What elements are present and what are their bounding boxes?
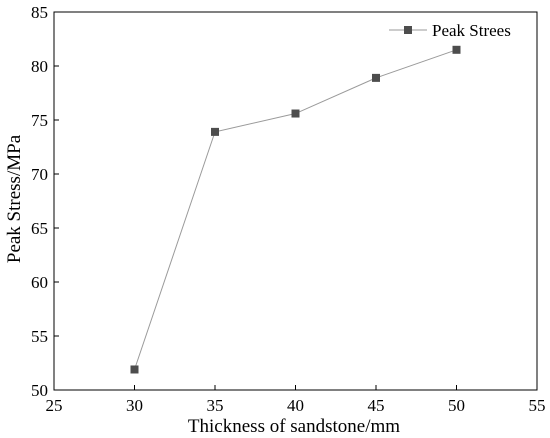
axes xyxy=(53,11,538,391)
y-tick-label: 60 xyxy=(31,273,48,292)
y-tick-label: 50 xyxy=(31,381,48,400)
legend: Peak Strees xyxy=(389,21,511,40)
y-tick-label: 55 xyxy=(31,327,48,346)
x-tick-label: 50 xyxy=(448,396,465,415)
data-point xyxy=(452,45,461,54)
y-tick-label: 80 xyxy=(31,57,48,76)
legend-label: Peak Strees xyxy=(432,21,511,40)
y-tick-label: 70 xyxy=(31,165,48,184)
plot-frame xyxy=(53,11,538,391)
x-tick-label: 55 xyxy=(529,396,546,415)
series-line xyxy=(134,49,457,370)
x-tick-label: 45 xyxy=(368,396,385,415)
x-tick-label: 35 xyxy=(207,396,224,415)
y-tick-label: 65 xyxy=(31,219,48,238)
x-tick-label: 25 xyxy=(46,396,63,415)
ticks: 25 30 35 40 45 50 55 50 55 60 65 70 75 80 85 xyxy=(31,3,546,415)
x-axis-label: Thickness of sandstone/mm xyxy=(188,416,400,437)
data-point xyxy=(130,365,139,374)
data-point xyxy=(211,127,219,136)
legend-marker xyxy=(404,26,412,34)
x-tick-label: 40 xyxy=(287,396,304,415)
y-tick-label: 75 xyxy=(31,111,48,130)
y-axis-label: Peak Stress/MPa xyxy=(4,134,25,263)
series xyxy=(130,45,461,374)
y-tick-label: 85 xyxy=(31,3,48,22)
data-point xyxy=(372,73,380,82)
data-point xyxy=(291,109,300,118)
x-tick-label: 30 xyxy=(126,396,143,415)
